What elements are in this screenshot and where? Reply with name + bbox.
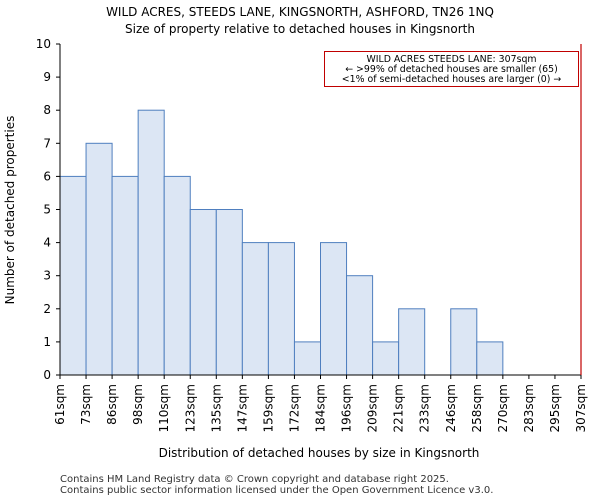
x-tick-label: 73sqm — [79, 384, 93, 425]
footer-line1: Contains HM Land Registry data © Crown c… — [60, 474, 449, 485]
bar-123sqm — [189, 209, 217, 376]
bar-73sqm — [85, 142, 113, 376]
x-tick-label: 246sqm — [444, 384, 458, 432]
footer-line2: Contains public sector information licen… — [60, 485, 494, 496]
chart-title-line1: WILD ACRES, STEEDS LANE, KINGSNORTH, ASH… — [106, 5, 494, 19]
x-tick-label: 283sqm — [522, 384, 536, 432]
x-tick-label: 98sqm — [131, 384, 145, 425]
y-tick-label: 7 — [43, 136, 51, 150]
y-tick-label: 2 — [43, 302, 51, 316]
y-axis-label: Number of detached properties — [3, 116, 17, 305]
x-tick-label: 221sqm — [392, 384, 406, 432]
y-tick-label: 10 — [36, 37, 51, 51]
x-tick-label: 258sqm — [470, 384, 484, 432]
y-tick-label: 4 — [43, 236, 51, 250]
bar-258sqm — [476, 341, 504, 376]
x-axis-label: Distribution of detached houses by size … — [159, 446, 480, 460]
y-tick-label: 8 — [43, 103, 51, 117]
x-tick-label: 123sqm — [183, 384, 197, 432]
bar-110sqm — [163, 175, 191, 376]
bar-209sqm — [372, 341, 400, 376]
x-tick-label: 159sqm — [261, 384, 275, 432]
x-tick-label: 307sqm — [574, 384, 588, 432]
bar-61sqm — [59, 175, 87, 376]
bar-196sqm — [346, 275, 374, 376]
annotation-line1: WILD ACRES STEEDS LANE: 307sqm — [366, 54, 537, 65]
bar-246sqm — [450, 308, 478, 376]
bar-184sqm — [320, 242, 348, 376]
x-tick-label: 172sqm — [287, 384, 301, 432]
x-tick-label: 61sqm — [53, 384, 67, 425]
annotation-line2: ← >99% of detached houses are smaller (6… — [345, 64, 558, 75]
bar-135sqm — [215, 209, 243, 376]
x-tick-label: 270sqm — [496, 384, 510, 432]
y-tick-label: 3 — [43, 269, 51, 283]
bar-172sqm — [293, 341, 322, 376]
chart-title-line2: Size of property relative to detached ho… — [125, 22, 475, 36]
x-tick-label: 184sqm — [314, 384, 328, 432]
y-tick-label: 0 — [43, 368, 51, 382]
x-tick-label: 110sqm — [157, 384, 171, 432]
y-tick-label: 9 — [43, 70, 51, 84]
x-tick-label: 233sqm — [418, 384, 432, 432]
x-tick-label: 196sqm — [340, 384, 354, 432]
x-tick-label: 209sqm — [366, 384, 380, 432]
y-tick-label: 5 — [43, 203, 51, 217]
x-tick-label: 135sqm — [209, 384, 223, 432]
y-tick-label: 1 — [43, 335, 51, 349]
bar-147sqm — [241, 242, 269, 376]
annotation-box: WILD ACRES STEEDS LANE: 307sqm ← >99% of… — [324, 51, 579, 87]
bar-86sqm — [111, 175, 139, 376]
x-tick-label: 147sqm — [235, 384, 249, 432]
bar-98sqm — [137, 109, 165, 376]
annotation-line3: <1% of semi-detached houses are larger (… — [341, 74, 562, 85]
bar-221sqm — [398, 308, 426, 376]
y-tick-label: 6 — [43, 169, 51, 183]
x-tick-label: 86sqm — [105, 384, 119, 425]
bar-159sqm — [267, 242, 295, 376]
x-tick-label: 295sqm — [548, 384, 562, 432]
